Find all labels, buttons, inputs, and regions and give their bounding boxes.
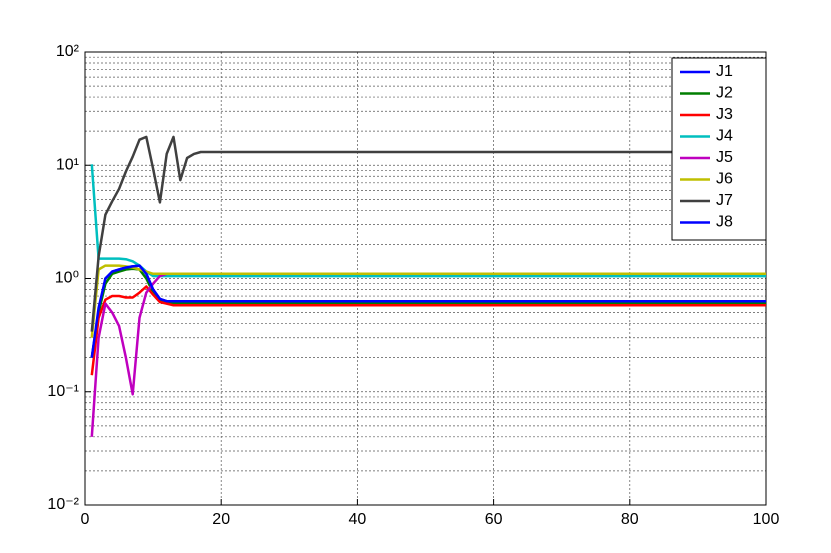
y-tick-label: 10⁻² (47, 496, 79, 513)
x-tick-label: 0 (81, 511, 90, 528)
x-tick-label: 60 (485, 511, 503, 528)
line-series (90, 164, 766, 278)
legend: J1 J2 J3 J4 J5 J6 J7 J8 (671, 57, 767, 241)
y-tick-label: 10¹ (56, 156, 79, 173)
x-tick-label: 100 (753, 511, 780, 528)
line-series (90, 264, 766, 358)
line-series (90, 285, 766, 376)
x-tick-label: 80 (621, 511, 639, 528)
legend-box (671, 57, 767, 241)
legend-label: J1 (716, 63, 733, 80)
legend-label: J7 (716, 192, 733, 209)
legend-label: J8 (716, 214, 733, 231)
y-tick-label: 10⁰ (55, 270, 79, 287)
line-series (90, 264, 766, 338)
legend-label: J2 (716, 85, 733, 102)
y-tick-label: 10⁻¹ (47, 383, 79, 400)
line-series (90, 272, 766, 437)
legend-label: J5 (716, 149, 733, 166)
line-series (90, 267, 766, 358)
plot-frame (84, 51, 767, 506)
line-series (90, 264, 766, 358)
x-tick-label: 40 (349, 511, 367, 528)
line-series (90, 135, 766, 332)
legend-label: J6 (716, 171, 733, 188)
legend-label: J4 (716, 128, 733, 145)
y-tick-label: 10² (56, 43, 80, 60)
legend-label: J3 (716, 106, 733, 123)
x-tick-label: 20 (212, 511, 230, 528)
